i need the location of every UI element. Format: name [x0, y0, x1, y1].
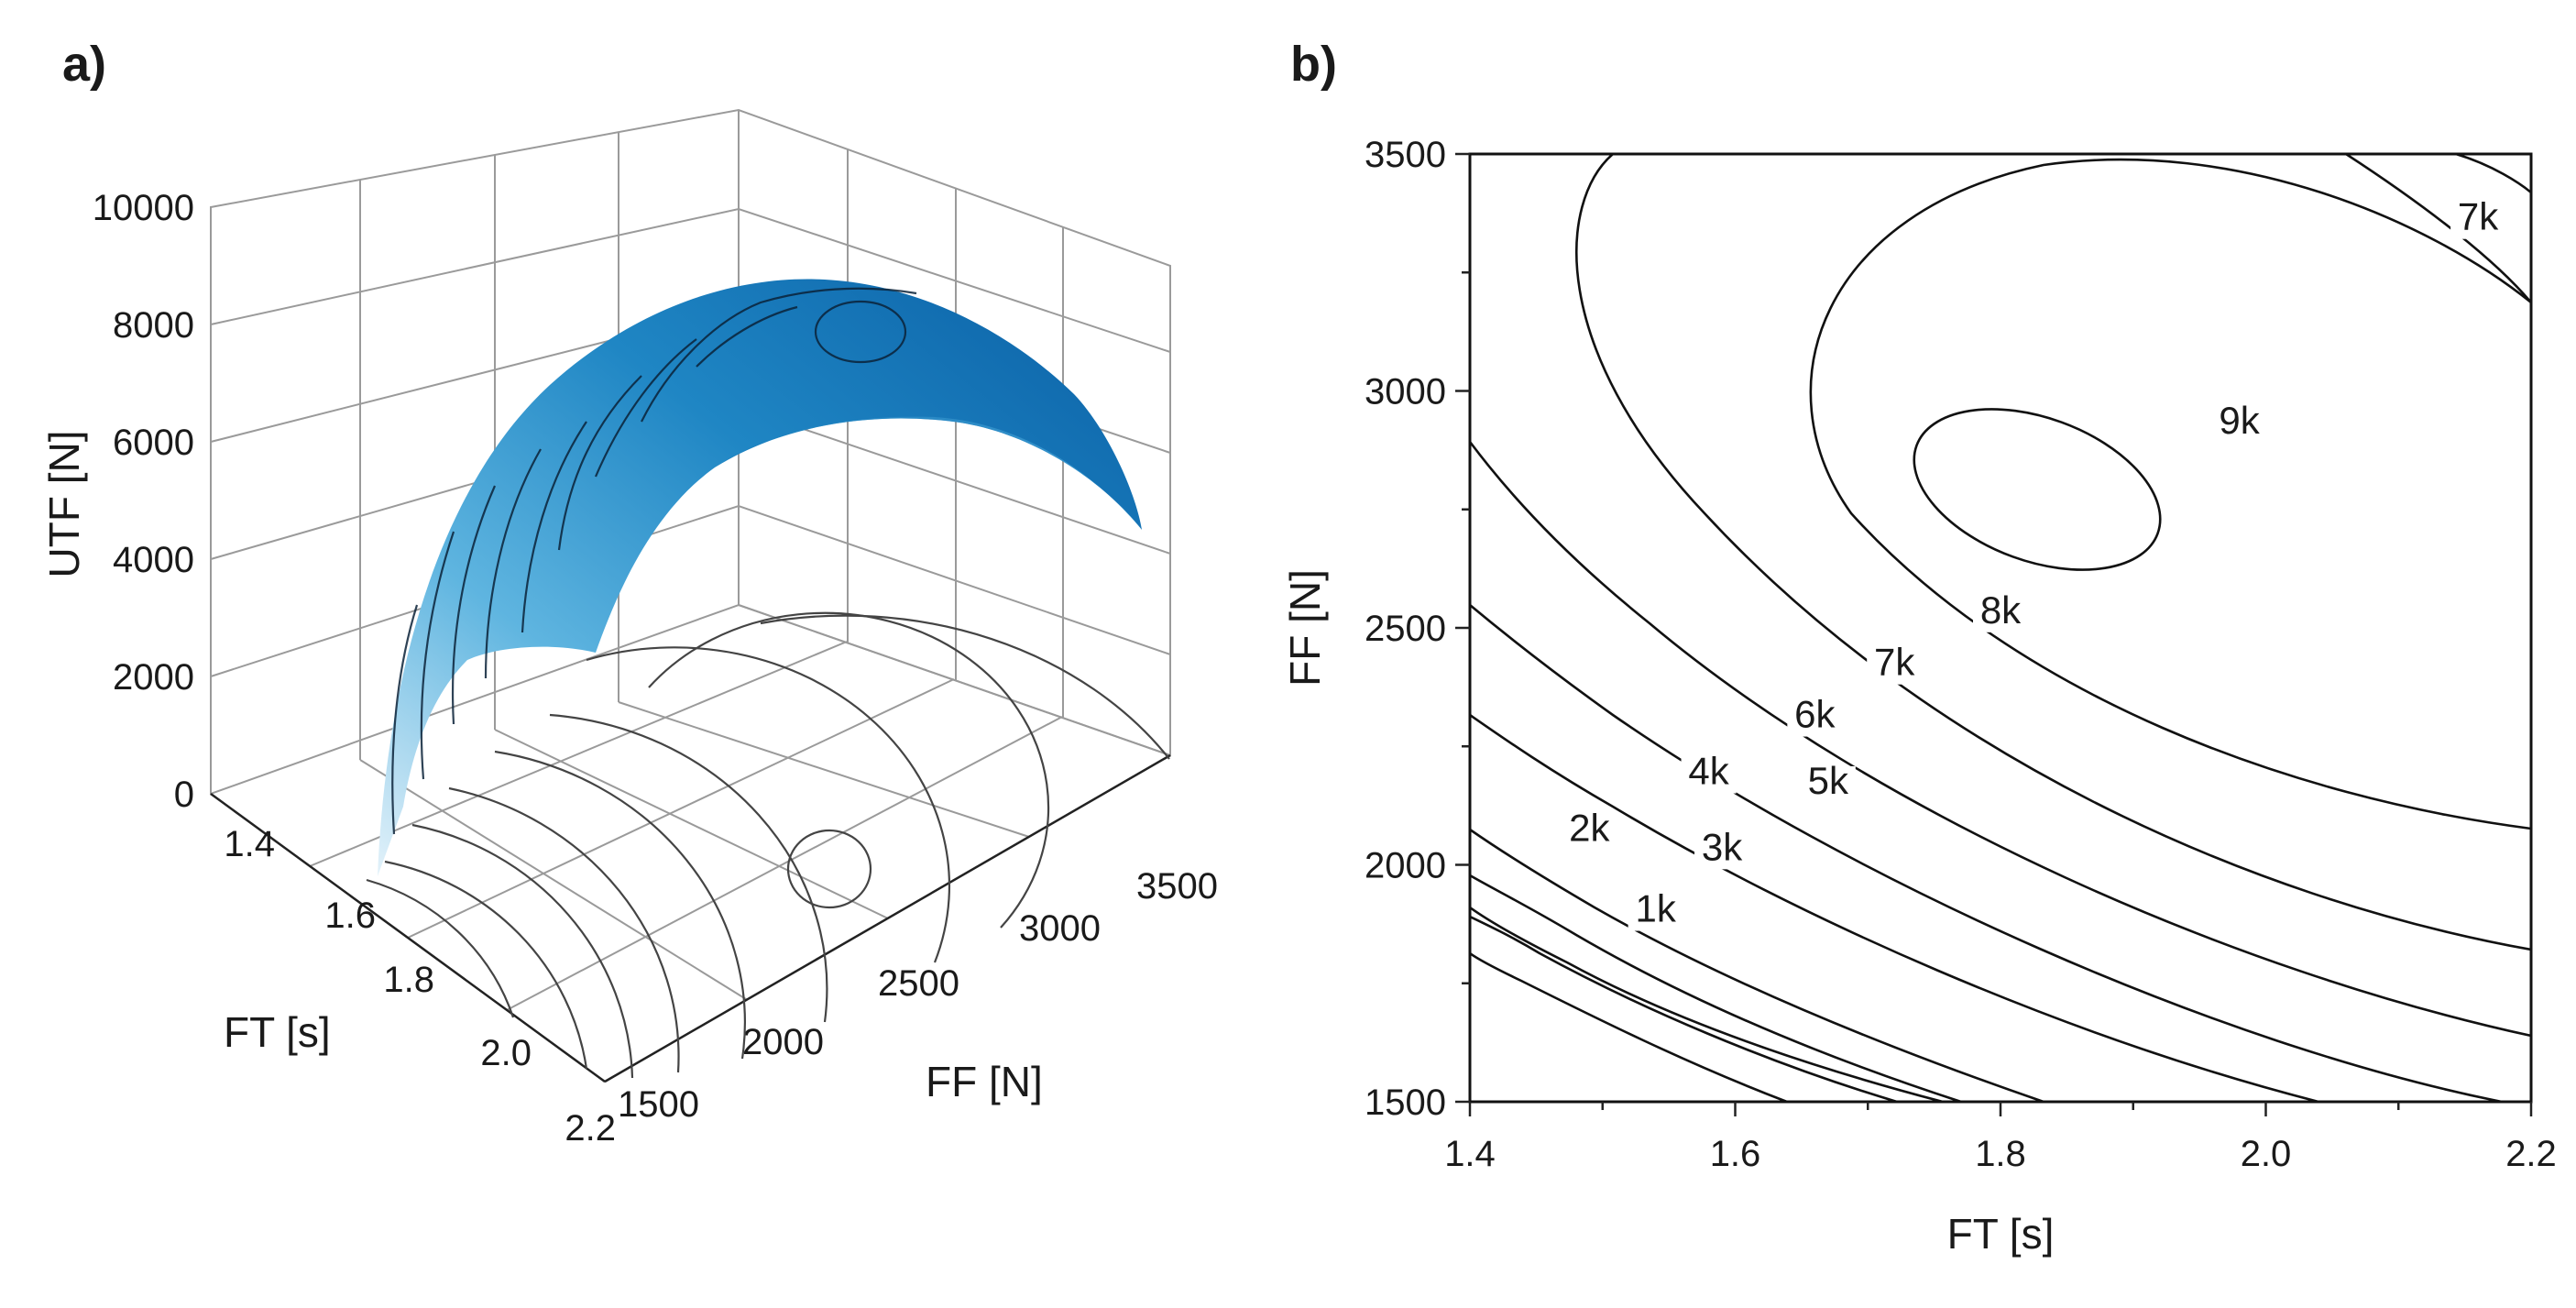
panel-b-x-axis-title: FT [s] [1947, 1210, 2055, 1258]
contour-label-bg [1694, 832, 1750, 870]
y-tick-label: 2500 [1365, 609, 1446, 649]
contour-label-bg [2211, 406, 2267, 444]
contour-label-bg [1681, 756, 1737, 794]
y-tick-label: 2000 [1365, 846, 1446, 886]
contour-upper-edge [2455, 154, 2531, 193]
x-tick-label: 2.0 [2241, 1134, 2292, 1174]
x-tick-label: 1.4 [224, 824, 275, 864]
contour-label-bg [1973, 595, 2028, 632]
contour-5k [1470, 604, 2503, 1102]
surface-patch [378, 279, 1142, 877]
x-tick-label: 1.8 [383, 960, 434, 1000]
z-tick-label: 2000 [113, 657, 194, 698]
z-tick-label: 0 [174, 775, 194, 815]
y-tick-label: 2500 [878, 963, 959, 1004]
contour-label: 7k [2458, 195, 2499, 238]
y-tick-label: 3500 [1136, 866, 1218, 907]
y-tick-label: 1500 [1365, 1083, 1446, 1123]
z-tick-label: 8000 [113, 305, 194, 346]
contour-label: 2k [1569, 807, 1610, 850]
contour-label: 8k [1980, 588, 2022, 632]
panel-b-y-axis-title: FF [N] [1281, 569, 1329, 687]
contour-4k [1470, 713, 2319, 1102]
panel-a-floor-contours [366, 611, 1170, 1079]
contour-label: 5k [1808, 759, 1849, 802]
contour-label: 9k [2219, 399, 2260, 442]
contour-6k [1470, 441, 2531, 1038]
contour-2k [1470, 874, 1962, 1102]
surface-inner-shade [715, 416, 1142, 530]
x-tick-label: 2.2 [565, 1108, 616, 1149]
contour-label: 1k [1635, 887, 1676, 930]
panel-b-y-ticks: 1500 2000 2500 3000 3500 [1365, 135, 1470, 1123]
panel-a-z-ticks: 0 2000 4000 6000 8000 10000 [93, 188, 194, 815]
contour-label-bg [1800, 765, 1856, 803]
y-tick-label: 3000 [1365, 372, 1446, 412]
panel-b-contour-labels: 1k 2k 3k 4k 5k 6k 7k 8k 9k 7k [1562, 195, 2506, 931]
x-tick-label: 1.6 [1710, 1134, 1761, 1174]
panel-b-label: b) [1290, 37, 1337, 92]
contour-extra [1470, 951, 1788, 1102]
contour-label-bg [1787, 699, 1843, 737]
panel-a-label: a) [62, 37, 106, 92]
contour-label: 7k [1874, 641, 1915, 684]
panel-b-x-ticks: 1.4 1.6 1.8 2.0 2.2 [1444, 1102, 2557, 1174]
contour-3k [1470, 828, 2044, 1102]
contour-extra-2 [1470, 915, 1898, 1102]
panel-a-x-ticks: 1.4 1.6 1.8 2.0 2.2 [210, 792, 616, 1149]
y-tick-label: 3500 [1365, 135, 1446, 175]
panel-b-contour-lines [1470, 154, 2531, 1102]
x-tick-label: 1.8 [1975, 1134, 2026, 1174]
y-tick-label: 1500 [618, 1084, 699, 1125]
contour-label-bg [1867, 647, 1923, 685]
contour-label-bg [1628, 894, 1683, 931]
panel-a-y-axis-title: FF [N] [926, 1058, 1043, 1105]
x-tick-label: 1.4 [1444, 1134, 1496, 1174]
contour-label: 4k [1688, 750, 1729, 793]
panel-a-z-axis-title: UTF [N] [40, 431, 88, 578]
panel-b-contour-plot: b) 1k 2k 3k 4k 5k 6k 7k 8k 9k 7k [1281, 37, 2557, 1258]
z-tick-label: 4000 [113, 540, 194, 580]
y-tick-label: 3000 [1019, 908, 1101, 949]
contour-label-bg [1562, 813, 1617, 851]
panel-a-x-axis-title: FT [s] [224, 1008, 331, 1056]
contour-label: 6k [1794, 693, 1836, 736]
panel-a-y-ticks: 1500 2000 2500 3000 3500 [604, 753, 1218, 1125]
contour-1k [1470, 906, 1944, 1102]
contour-label: 3k [1702, 825, 1743, 868]
panel-a-surface [378, 279, 1142, 877]
panel-a-surface-plot: a) [40, 37, 1218, 1149]
z-tick-label: 6000 [113, 423, 194, 463]
x-tick-label: 1.6 [324, 896, 376, 936]
contour-9k [1913, 408, 2162, 571]
z-tick-label: 10000 [93, 188, 194, 228]
x-tick-label: 2.0 [480, 1033, 532, 1073]
x-tick-label: 2.2 [2505, 1134, 2557, 1174]
contour-8k [1809, 158, 2531, 830]
contour-7k [1575, 154, 2531, 951]
y-tick-label: 2000 [742, 1022, 824, 1062]
contour-label-bg [2450, 202, 2506, 239]
